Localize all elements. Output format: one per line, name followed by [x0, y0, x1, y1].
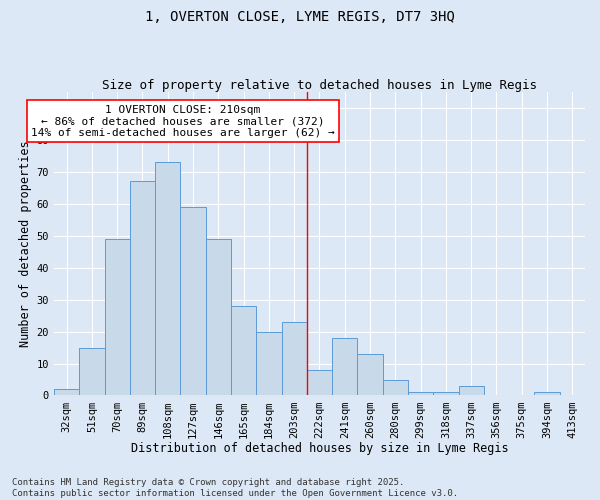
X-axis label: Distribution of detached houses by size in Lyme Regis: Distribution of detached houses by size … — [131, 442, 508, 455]
Bar — [358, 354, 383, 396]
Bar — [79, 348, 104, 396]
Bar — [206, 239, 231, 396]
Bar — [155, 162, 181, 396]
Text: 1, OVERTON CLOSE, LYME REGIS, DT7 3HQ: 1, OVERTON CLOSE, LYME REGIS, DT7 3HQ — [145, 10, 455, 24]
Title: Size of property relative to detached houses in Lyme Regis: Size of property relative to detached ho… — [102, 79, 537, 92]
Bar — [130, 182, 155, 396]
Bar — [281, 322, 307, 396]
Bar — [181, 207, 206, 396]
Bar — [307, 370, 332, 396]
Bar — [104, 239, 130, 396]
Bar — [535, 392, 560, 396]
Bar — [256, 332, 281, 396]
Bar — [332, 338, 358, 396]
Bar — [433, 392, 458, 396]
Text: Contains HM Land Registry data © Crown copyright and database right 2025.
Contai: Contains HM Land Registry data © Crown c… — [12, 478, 458, 498]
Bar — [383, 380, 408, 396]
Text: 1 OVERTON CLOSE: 210sqm
← 86% of detached houses are smaller (372)
14% of semi-d: 1 OVERTON CLOSE: 210sqm ← 86% of detache… — [31, 105, 335, 138]
Y-axis label: Number of detached properties: Number of detached properties — [19, 140, 32, 347]
Bar — [231, 306, 256, 396]
Bar — [408, 392, 433, 396]
Bar — [54, 389, 79, 396]
Bar — [458, 386, 484, 396]
